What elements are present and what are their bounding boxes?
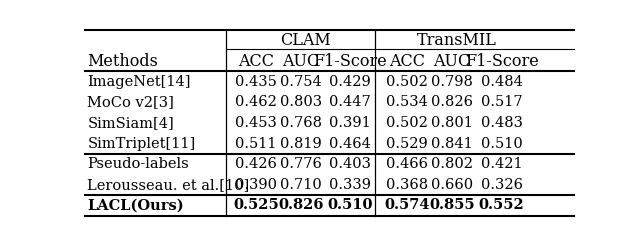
Text: 0.798: 0.798 bbox=[431, 75, 473, 89]
Text: 0.803: 0.803 bbox=[280, 95, 322, 109]
Text: 0.776: 0.776 bbox=[280, 157, 322, 171]
Text: 0.462: 0.462 bbox=[235, 95, 277, 109]
Text: 0.826: 0.826 bbox=[431, 95, 473, 109]
Text: 0.466: 0.466 bbox=[387, 157, 428, 171]
Text: 0.510: 0.510 bbox=[328, 198, 373, 212]
Text: 0.768: 0.768 bbox=[280, 116, 322, 130]
Text: 0.484: 0.484 bbox=[481, 75, 522, 89]
Text: 0.841: 0.841 bbox=[431, 136, 473, 151]
Text: 0.754: 0.754 bbox=[280, 75, 321, 89]
Text: SimTriplet[11]: SimTriplet[11] bbox=[88, 136, 196, 151]
Text: 0.339: 0.339 bbox=[330, 178, 371, 192]
Text: 0.429: 0.429 bbox=[330, 75, 371, 89]
Text: F1-Score: F1-Score bbox=[314, 53, 387, 70]
Text: MoCo v2[3]: MoCo v2[3] bbox=[88, 95, 174, 109]
Text: ImageNet[14]: ImageNet[14] bbox=[88, 75, 191, 89]
Text: CLAM: CLAM bbox=[280, 32, 331, 49]
Text: 0.510: 0.510 bbox=[481, 136, 522, 151]
Text: 0.391: 0.391 bbox=[330, 116, 371, 130]
Text: SimSiam[4]: SimSiam[4] bbox=[88, 116, 174, 130]
Text: 0.819: 0.819 bbox=[280, 136, 321, 151]
Text: 0.517: 0.517 bbox=[481, 95, 522, 109]
Text: 0.426: 0.426 bbox=[235, 157, 277, 171]
Text: Lerousseau. et al.[10]: Lerousseau. et al.[10] bbox=[88, 178, 250, 192]
Text: 0.502: 0.502 bbox=[387, 75, 428, 89]
Text: 0.464: 0.464 bbox=[330, 136, 371, 151]
Text: 0.826: 0.826 bbox=[278, 198, 323, 212]
Text: 0.710: 0.710 bbox=[280, 178, 321, 192]
Text: 0.435: 0.435 bbox=[235, 75, 277, 89]
Text: 0.660: 0.660 bbox=[431, 178, 473, 192]
Text: 0.574: 0.574 bbox=[385, 198, 430, 212]
Text: 0.525: 0.525 bbox=[233, 198, 279, 212]
Text: 0.403: 0.403 bbox=[330, 157, 371, 171]
Text: TransMIL: TransMIL bbox=[417, 32, 497, 49]
Text: 0.390: 0.390 bbox=[235, 178, 277, 192]
Text: 0.483: 0.483 bbox=[481, 116, 523, 130]
Text: 0.368: 0.368 bbox=[387, 178, 428, 192]
Text: ACC: ACC bbox=[238, 53, 274, 70]
Text: 0.326: 0.326 bbox=[481, 178, 523, 192]
Text: ACC: ACC bbox=[389, 53, 426, 70]
Text: 0.534: 0.534 bbox=[387, 95, 428, 109]
Text: 0.447: 0.447 bbox=[330, 95, 371, 109]
Text: 0.511: 0.511 bbox=[236, 136, 277, 151]
Text: 0.552: 0.552 bbox=[479, 198, 524, 212]
Text: Pseudo-labels: Pseudo-labels bbox=[88, 157, 189, 171]
Text: 0.802: 0.802 bbox=[431, 157, 473, 171]
Text: 0.502: 0.502 bbox=[387, 116, 428, 130]
Text: Methods: Methods bbox=[88, 53, 158, 70]
Text: 0.421: 0.421 bbox=[481, 157, 522, 171]
Text: 0.801: 0.801 bbox=[431, 116, 473, 130]
Text: 0.453: 0.453 bbox=[235, 116, 277, 130]
Text: AUC: AUC bbox=[433, 53, 470, 70]
Text: 0.855: 0.855 bbox=[429, 198, 475, 212]
Text: AUC: AUC bbox=[282, 53, 319, 70]
Text: F1-Score: F1-Score bbox=[465, 53, 538, 70]
Text: 0.529: 0.529 bbox=[387, 136, 428, 151]
Text: LACL(Ours): LACL(Ours) bbox=[88, 198, 184, 212]
